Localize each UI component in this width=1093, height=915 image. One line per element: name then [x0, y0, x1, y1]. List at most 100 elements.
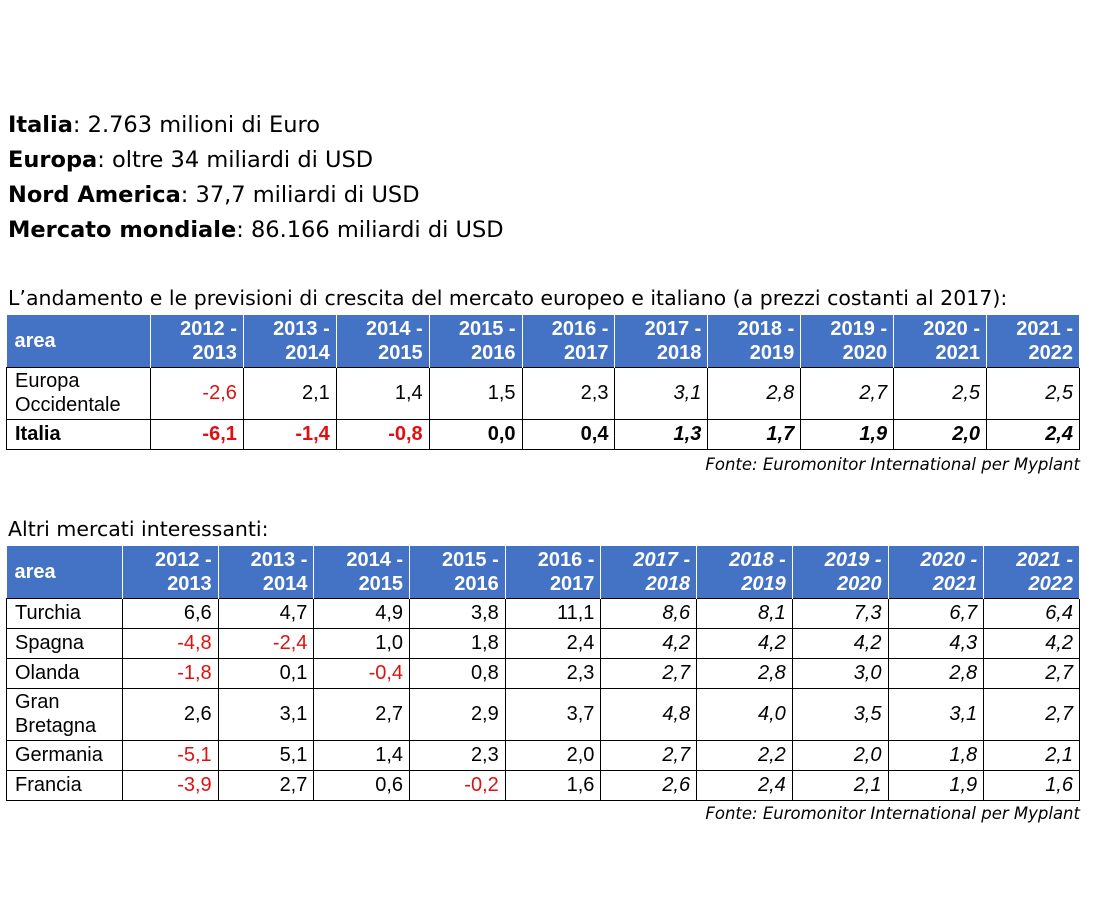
header-period-line: 2017	[563, 341, 609, 364]
table-row: Turchia 6,6 4,7 4,9 3,8 11,1 8,6 8,1 7,3 6,7 6,4	[6, 597, 1080, 629]
value-cell: 0,8	[409, 657, 506, 689]
table-row: Spagna -4,8 -2,4 1,0 1,8 2,4 4,2 4,2 4,2 4,3 4,2	[6, 627, 1080, 659]
value-cell: 1,5	[428, 366, 523, 420]
row-name: Olanda	[6, 657, 123, 689]
value-cell: 3,5	[791, 687, 889, 741]
value-cell: 2,1	[242, 366, 337, 420]
stat-line: Mercato mondiale: 86.166 miliardi di USD	[8, 213, 504, 248]
value-cell: 6,4	[983, 597, 1080, 629]
row-name-line: Gran	[15, 691, 60, 713]
value-cell: 1,9	[887, 769, 985, 801]
value-cell: 4,2	[600, 627, 698, 659]
europe-italy-growth-table: area 2012 -2013 2013 -2014 2014 -2015 2015 -…	[6, 315, 1080, 450]
value-cell: 3,1	[217, 687, 315, 741]
value-cell: 3,8	[409, 597, 506, 629]
value-cell: 2,3	[504, 657, 602, 689]
header-period: 2019 -2020	[792, 546, 889, 598]
header-period-line: 2018 -	[737, 317, 795, 340]
header-period-line: 2015 -	[442, 548, 499, 571]
stat-line: Europa: oltre 34 miliardi di USD	[8, 143, 504, 178]
header-period-line: 2014 -	[346, 548, 404, 571]
value-cell: 3,0	[791, 657, 889, 689]
value-cell: 2,4	[504, 627, 602, 659]
value-cell: 4,2	[983, 627, 1080, 659]
value-cell: 1,8	[887, 739, 985, 771]
value-cell: 2,0	[504, 739, 602, 771]
table-row: Italia -6,1 -1,4 -0,8 0,0 0,4 1,3 1,7 1,9 2,0 2,4	[6, 418, 1080, 450]
value-cell: 2,7	[600, 739, 698, 771]
table-row: Germania -5,1 5,1 1,4 2,3 2,0 2,7 2,2 2,0 1,8 2,1	[6, 739, 1080, 771]
header-period-line: 2022	[1028, 341, 1074, 364]
value-cell: -0,8	[335, 418, 430, 450]
header-period-line: 2021	[935, 341, 981, 364]
row-name: Gran Bretagna	[6, 687, 123, 741]
value-cell: 6,7	[887, 597, 985, 629]
header-period-line: 2013	[192, 341, 237, 364]
header-row: area 2012 -2013 2013 -2014 2014 -2015 2015 -…	[6, 546, 1080, 598]
row-name-line: Francia	[15, 774, 82, 796]
header-period-line: 2020 -	[920, 548, 978, 571]
header-period-line: 2022	[1028, 572, 1074, 595]
value-cell: -0,4	[313, 657, 411, 689]
header-period: 2012 -2013	[122, 546, 219, 598]
header-period: 2014 -2015	[336, 315, 430, 367]
value-cell: 2,7	[983, 687, 1080, 741]
stat-value: : 37,7 miliardi di USD	[180, 182, 420, 208]
stat-label: Europa	[8, 147, 98, 173]
header-period-line: 2019 -	[830, 317, 888, 340]
header-period-line: 2017	[549, 572, 595, 595]
value-cell: 1,4	[335, 366, 430, 420]
header-period: 2015 -2016	[429, 315, 523, 367]
value-cell: 1,7	[707, 418, 802, 450]
value-cell: -5,1	[122, 739, 219, 771]
header-period: 2017 -2018	[614, 315, 709, 367]
header-period: 2021 -2022	[983, 546, 1080, 598]
value-cell: 4,9	[313, 597, 411, 629]
header-period-line: 2018 -	[729, 548, 786, 571]
table1-source: Fonte: Euromonitor International per Myp…	[705, 455, 1080, 474]
value-cell: 2,5	[986, 366, 1080, 420]
value-cell: 11,1	[504, 597, 602, 629]
stat-value: : oltre 34 miliardi di USD	[97, 147, 374, 173]
header-period-line: 2016 -	[551, 317, 609, 340]
stat-line: Italia: 2.763 milioni di Euro	[8, 108, 504, 143]
value-cell: 2,8	[696, 657, 793, 689]
row-name: Europa Occidentale	[6, 366, 151, 420]
row-name-line: Germania	[15, 744, 103, 766]
value-cell: 1,4	[313, 739, 411, 771]
value-cell: -2,4	[217, 627, 315, 659]
header-period: 2020 -2021	[888, 546, 985, 598]
value-cell: 8,1	[696, 597, 793, 629]
row-name: Italia	[6, 418, 151, 450]
value-cell: 1,0	[313, 627, 411, 659]
header-period-line: 2021 -	[1016, 317, 1073, 340]
value-cell: 2,7	[983, 657, 1080, 689]
value-cell: 2,5	[893, 366, 988, 420]
row-name-line: Italia	[15, 423, 61, 445]
value-cell: 4,3	[887, 627, 985, 659]
value-cell: 2,7	[600, 657, 698, 689]
header-period-line: 2020 -	[923, 317, 981, 340]
value-cell: 2,6	[600, 769, 698, 801]
value-cell: 2,1	[983, 739, 1080, 771]
header-period: 2016 -2017	[505, 546, 602, 598]
header-period-line: 2016	[471, 341, 516, 364]
row-name-line: Turchia	[15, 602, 81, 624]
value-cell: 4,7	[217, 597, 315, 629]
header-period: 2015 -2016	[409, 546, 506, 598]
value-cell: 2,6	[122, 687, 219, 741]
header-period: 2013 -2014	[243, 315, 337, 367]
value-cell: 3,7	[504, 687, 602, 741]
header-period-line: 2013 -	[250, 548, 308, 571]
header-period-line: 2017 -	[644, 317, 702, 340]
header-period-line: 2015	[378, 341, 423, 364]
value-cell: 2,0	[893, 418, 988, 450]
value-cell: 2,4	[696, 769, 793, 801]
value-cell: 2,1	[791, 769, 889, 801]
value-cell: -1,4	[242, 418, 337, 450]
header-period: 2021 -2022	[986, 315, 1080, 367]
other-markets-table: area 2012 -2013 2013 -2014 2014 -2015 2015 -…	[6, 546, 1080, 801]
value-cell: 4,2	[791, 627, 889, 659]
header-period-line: 2017 -	[633, 548, 691, 571]
value-cell: 8,6	[600, 597, 698, 629]
